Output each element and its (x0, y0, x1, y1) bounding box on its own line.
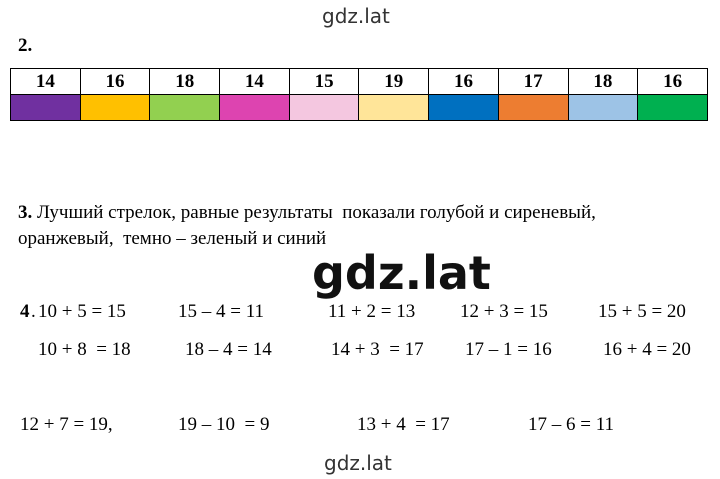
task-label: 2. (18, 35, 33, 56)
equation: 16 + 4 = 20 (603, 339, 691, 360)
color-cell (10, 94, 81, 121)
equation: 17 – 1 = 16 (465, 339, 552, 360)
equation: 12 + 3 = 15 (460, 301, 548, 322)
equation: 10 + 8 = 18 (38, 339, 131, 360)
number-cell: 16 (428, 68, 499, 95)
number-cell: 14 (10, 68, 81, 95)
text-line: Лучший стрелок, равные результаты показа… (37, 202, 596, 223)
equation: 11 + 2 = 13 (328, 301, 416, 322)
equation: 14 + 3 = 17 (331, 339, 424, 360)
equation: 13 + 4 = 17 (357, 414, 450, 435)
equation: 12 + 7 = 19, (20, 414, 113, 435)
task-3: 3. Лучший стрелок, равные результаты пок… (18, 203, 596, 222)
text-line: оранжевый, темно – зеленый и синий (18, 228, 327, 249)
equation: 18 – 4 = 14 (185, 339, 272, 360)
number-cell: 19 (358, 68, 430, 95)
color-cell (637, 94, 708, 121)
color-cell (149, 94, 221, 121)
number-cell: 15 (288, 68, 360, 95)
watermark: gdz.lat (324, 451, 392, 475)
number-cell: 18 (149, 68, 221, 95)
equation: 15 – 4 = 11 (178, 301, 265, 322)
watermark: gdz.lat (322, 4, 390, 28)
number-cell: 17 (497, 68, 569, 95)
punct: . (31, 301, 36, 322)
task-label: 4 (20, 301, 30, 322)
color-table: 14 16 18 14 15 19 16 17 18 16 (10, 68, 708, 121)
task-label: 3. (18, 202, 33, 223)
equation: 17 – 6 = 11 (528, 414, 615, 435)
color-cell (567, 94, 639, 121)
equation: 15 + 5 = 20 (598, 301, 686, 322)
number-cell: 18 (567, 68, 639, 95)
color-cell (219, 94, 290, 121)
equation: 10 + 5 = 15 (38, 301, 126, 322)
number-cell: 14 (219, 68, 290, 95)
equation: 19 – 10 = 9 (178, 414, 270, 435)
color-row (10, 94, 708, 121)
color-cell (288, 94, 360, 121)
number-cell: 16 (637, 68, 708, 95)
watermark: gdz.lat (312, 246, 491, 300)
number-cell: 16 (79, 68, 151, 95)
color-cell (497, 94, 569, 121)
color-cell (79, 94, 151, 121)
color-cell (358, 94, 430, 121)
color-cell (428, 94, 499, 121)
number-row: 14 16 18 14 15 19 16 17 18 16 (10, 68, 708, 95)
